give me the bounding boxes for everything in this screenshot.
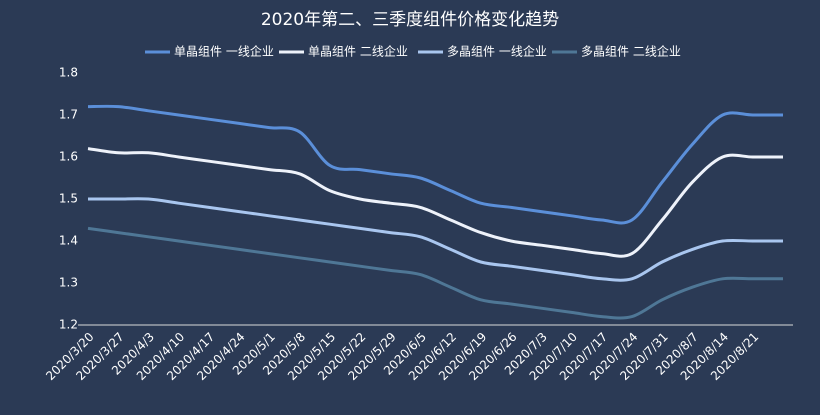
series-line bbox=[87, 147, 783, 258]
y-tick-label: 1.5 bbox=[59, 192, 78, 206]
y-tick-label: 1.8 bbox=[59, 66, 78, 80]
series-line bbox=[87, 104, 783, 225]
series-line bbox=[88, 197, 783, 282]
y-tick-label: 1.2 bbox=[59, 318, 78, 332]
y-tick-label: 1.7 bbox=[59, 108, 78, 122]
legend-label: 多晶组件 一线企业 bbox=[447, 44, 547, 59]
legend-label: 多晶组件 二线企业 bbox=[581, 44, 681, 59]
y-tick-label: 1.3 bbox=[59, 276, 78, 290]
legend-label: 单晶组件 二线企业 bbox=[308, 44, 408, 59]
y-tick-label: 1.4 bbox=[59, 234, 78, 248]
chart-title: 2020年第二、三季度组件价格变化趋势 bbox=[261, 10, 559, 30]
y-tick-label: 1.6 bbox=[59, 150, 78, 164]
legend-label: 单晶组件 一线企业 bbox=[174, 44, 274, 59]
series-line bbox=[87, 226, 783, 320]
